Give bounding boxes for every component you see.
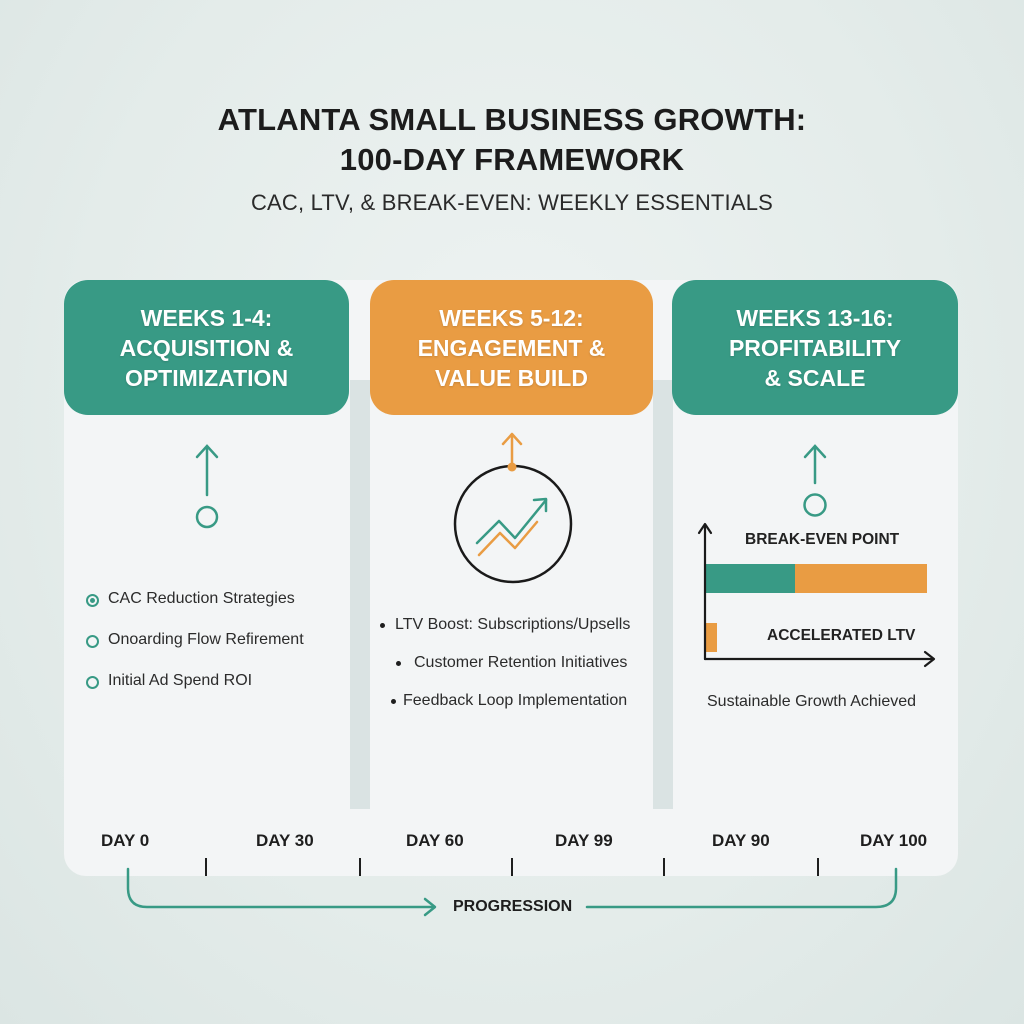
bullet-icon	[391, 698, 396, 704]
phase-2-header-line: WEEKS 5-12:	[439, 304, 584, 331]
filled-ring-bullet-icon	[86, 594, 99, 607]
phase-2-header-line: VALUE BUILD	[435, 364, 588, 391]
title-line-1: ATLANTA SMALL BUSINESS GROWTH:	[217, 102, 807, 137]
timeline-tick	[817, 858, 819, 876]
bullet-icon	[380, 622, 385, 628]
timeline-day-label: DAY 99	[555, 831, 613, 850]
page-subtitle: CAC, LTV, & BREAK-EVEN: WEEKLY ESSENTIAL…	[250, 190, 774, 215]
phase-1-header-line: OPTIMIZATION	[124, 364, 289, 391]
bullet-icon	[396, 660, 401, 666]
phase-1-header: WEEKS 1-4: ACQUISITION & OPTIMIZATION	[64, 280, 349, 415]
phase-3-header-line: PROFITABILITY	[728, 334, 902, 361]
column-divider	[350, 380, 370, 809]
list-item-label: LTV Boost: Subscriptions/Upsells	[395, 616, 631, 633]
ring-bullet-icon	[86, 635, 99, 648]
list-item-label: CAC Reduction Strategies	[108, 590, 295, 607]
list-item: LTV Boost: Subscriptions/Upsells	[380, 616, 630, 634]
list-item: Feedback Loop Implementation	[391, 692, 627, 710]
accelerated-ltv-label: ACCELERATED LTV	[767, 627, 916, 644]
timeline-tick	[205, 858, 207, 876]
timeline-day-label: DAY 90	[712, 831, 770, 850]
timeline-tick	[359, 858, 361, 876]
progression-label: PROGRESSION	[453, 898, 573, 915]
list-item: Onoarding Flow Refirement	[86, 631, 304, 672]
timeline-tick	[663, 858, 665, 876]
timeline-day-label: DAY 0	[101, 831, 150, 850]
column-divider	[653, 380, 673, 809]
phase-3-header-line: & SCALE	[764, 364, 866, 391]
list-item-label: Initial Ad Spend ROI	[108, 672, 253, 689]
list-item-label: Feedback Loop Implementation	[403, 692, 628, 709]
orange-bar-segment	[795, 564, 927, 593]
list-item: Customer Retention Initiatives	[396, 654, 627, 672]
timeline-day-label: DAY 100	[860, 831, 928, 850]
page-title: ATLANTA SMALL BUSINESS GROWTH: 100-DAY F…	[0, 100, 1024, 180]
phase-3-header: WEEKS 13-16: PROFITABILITY & SCALE	[672, 280, 958, 415]
break-even-label: BREAK-EVEN POINT	[745, 531, 900, 548]
list-item-label: Onoarding Flow Refirement	[108, 631, 304, 648]
phase-2-header-line: ENGAGEMENT &	[417, 334, 606, 361]
phase-2-header: WEEKS 5-12: ENGAGEMENT & VALUE BUILD	[370, 280, 653, 415]
phase-1-list: CAC Reduction Strategies Onoarding Flow …	[86, 590, 304, 713]
list-item-label: Customer Retention Initiatives	[414, 654, 628, 671]
list-item: Initial Ad Spend ROI	[86, 672, 304, 713]
phase-3-header-line: WEEKS 13-16:	[736, 304, 894, 331]
list-item: CAC Reduction Strategies	[86, 590, 304, 631]
title-line-2: 100-DAY FRAMEWORK	[339, 142, 685, 177]
timeline-day-label: DAY 30	[256, 831, 314, 850]
timeline-day-label: DAY 60	[406, 831, 464, 850]
teal-bar-segment	[706, 564, 795, 593]
ltv-bar	[706, 623, 717, 652]
timeline-tick	[511, 858, 513, 876]
phase-1-header-line: ACQUISITION &	[119, 334, 294, 361]
phase-1-header-line: WEEKS 1-4:	[140, 304, 273, 331]
chart-caption: Sustainable Growth Achieved	[707, 693, 917, 710]
ring-bullet-icon	[86, 676, 99, 689]
